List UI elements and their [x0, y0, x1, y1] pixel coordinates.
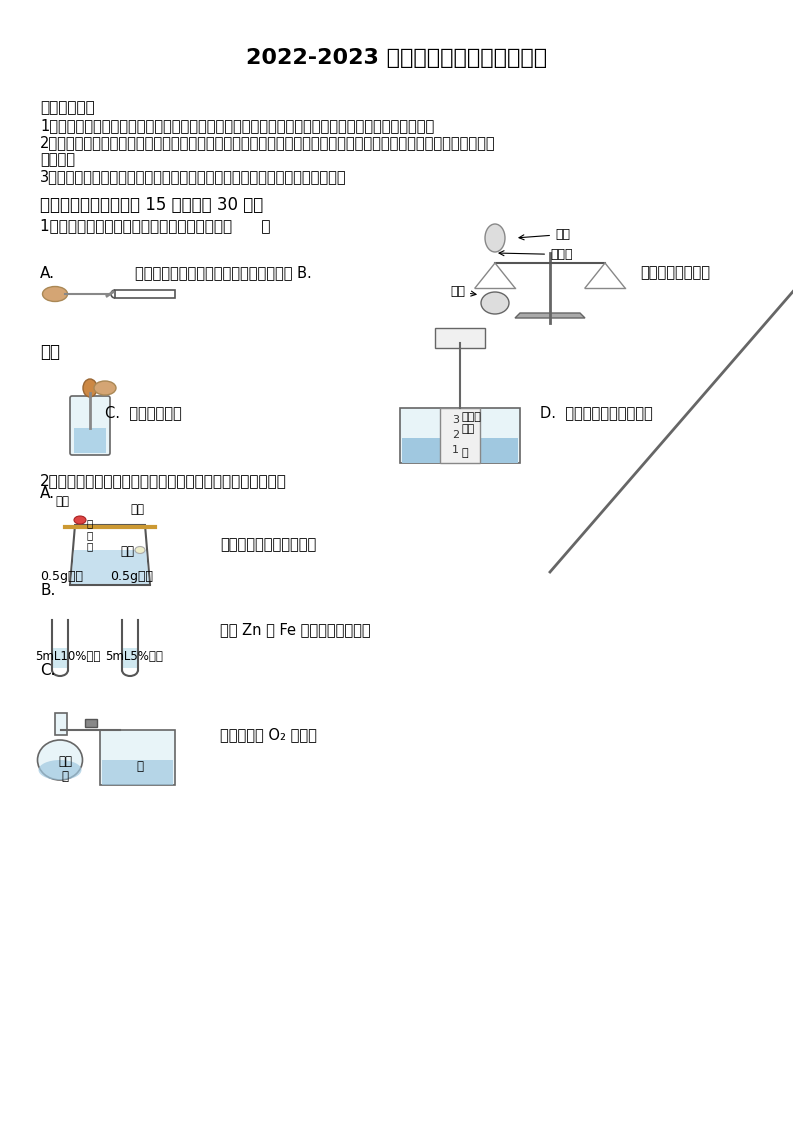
Text: 1．答题前请将考场、试室号、座位号、考生号、姓名写在试卷密封线内，不得在试卷上作任何标记。: 1．答题前请将考场、试室号、座位号、考生号、姓名写在试卷密封线内，不得在试卷上作… — [40, 118, 435, 134]
Bar — [400, 408, 520, 463]
Text: C.  用滴管取液体: C. 用滴管取液体 — [105, 405, 182, 421]
Text: 位置上。: 位置上。 — [40, 151, 75, 167]
Text: 测定空气中 O₂ 的含量: 测定空气中 O₂ 的含量 — [220, 727, 317, 743]
Polygon shape — [123, 649, 137, 668]
Text: 1．下列实验操作正确或能达到实验目的的是（      ）: 1．下列实验操作正确或能达到实验目的的是（ ） — [40, 218, 270, 233]
Text: 3．考生必须保证答题卡的整洁。考试结束后，请将本试卷和答题卡一并交回。: 3．考生必须保证答题卡的整洁。考试结束后，请将本试卷和答题卡一并交回。 — [40, 169, 347, 184]
Text: 水: 水 — [136, 760, 144, 773]
Text: 0.5g锌粉: 0.5g锌粉 — [40, 570, 83, 583]
Text: 木炭: 木炭 — [58, 755, 72, 767]
Text: 化学变化前质量的: 化学变化前质量的 — [640, 266, 710, 280]
Ellipse shape — [37, 741, 82, 780]
Text: 比较 Zn 和 Fe 的金属活动性强弱: 比较 Zn 和 Fe 的金属活动性强弱 — [220, 623, 370, 637]
Bar — [102, 760, 173, 785]
Text: 红磷: 红磷 — [450, 285, 476, 298]
Ellipse shape — [135, 546, 145, 553]
Text: 2: 2 — [452, 430, 459, 440]
Ellipse shape — [43, 286, 67, 302]
Bar — [55, 712, 67, 735]
Text: 0.5g铁粉: 0.5g铁粉 — [110, 570, 153, 583]
Polygon shape — [515, 313, 585, 318]
Text: 热水: 热水 — [120, 545, 134, 558]
Text: 2022-2023 学年九上化学期末模拟试卷: 2022-2023 学年九上化学期末模拟试卷 — [246, 48, 547, 68]
Ellipse shape — [74, 516, 86, 524]
Text: 水: 水 — [62, 770, 68, 783]
Text: 5mL10%盐酸: 5mL10%盐酸 — [35, 650, 101, 663]
Bar — [440, 408, 480, 463]
Ellipse shape — [481, 292, 509, 314]
Ellipse shape — [485, 224, 505, 252]
Text: 3: 3 — [452, 415, 459, 425]
Text: 考生请注意：: 考生请注意： — [40, 100, 94, 114]
Text: 白磷: 白磷 — [130, 503, 144, 516]
Polygon shape — [53, 649, 67, 668]
Text: D.  测定空气中氧气的含量: D. 测定空气中氧气的含量 — [540, 405, 653, 421]
Bar — [74, 427, 106, 453]
Text: B.: B. — [40, 583, 56, 598]
Bar — [85, 719, 97, 727]
Ellipse shape — [94, 381, 116, 395]
Text: 1: 1 — [452, 445, 459, 456]
Ellipse shape — [83, 379, 97, 397]
Text: 5mL5%盐酸: 5mL5%盐酸 — [105, 650, 163, 663]
Text: 比较红磷和白磷的着火点: 比较红磷和白磷的着火点 — [220, 537, 316, 552]
Text: 水: 水 — [462, 448, 469, 458]
Text: A.: A. — [40, 266, 55, 280]
Text: C.: C. — [40, 663, 56, 678]
Text: 2．根据下列实验方案进行实验，能达到相应实验目的的是：: 2．根据下列实验方案进行实验，能达到相应实验目的的是： — [40, 473, 287, 488]
Text: 红磷: 红磷 — [55, 495, 69, 508]
Bar — [402, 438, 518, 463]
Text: 足里的
木炭: 足里的 木炭 — [462, 412, 482, 434]
Text: 玻璃管: 玻璃管 — [499, 248, 573, 261]
Text: 一、单选题（本大题共 15 小题，共 30 分）: 一、单选题（本大题共 15 小题，共 30 分） — [40, 196, 263, 214]
FancyBboxPatch shape — [70, 396, 110, 456]
Bar — [435, 328, 485, 348]
Polygon shape — [71, 550, 149, 583]
Text: 气球: 气球 — [519, 228, 570, 241]
Bar — [100, 730, 175, 785]
Text: 测定: 测定 — [40, 343, 60, 361]
Ellipse shape — [39, 760, 82, 780]
Text: A.: A. — [40, 486, 55, 502]
Text: 薄
铜
片: 薄 铜 片 — [87, 518, 93, 552]
Text: 用药匙将粉末送至试管口，然后直立试管 B.: 用药匙将粉末送至试管口，然后直立试管 B. — [135, 266, 312, 280]
Text: 2．第一部分选择题每小题选出答案后，需将答案写在试卷指定的括号内，第二部分非选择题答案写在试卷题目指定的: 2．第一部分选择题每小题选出答案后，需将答案写在试卷指定的括号内，第二部分非选择… — [40, 135, 496, 150]
